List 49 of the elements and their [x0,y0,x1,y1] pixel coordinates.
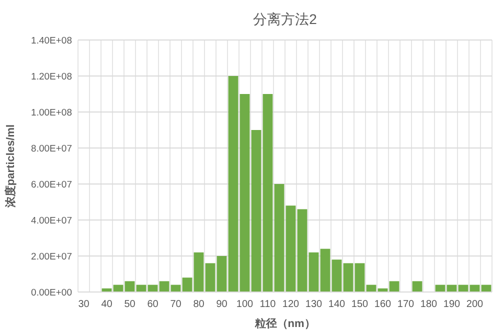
x-tick-label: 150 [351,299,369,310]
bar [274,184,284,292]
x-tick-label: 60 [147,299,159,310]
x-tick-label: 70 [170,299,182,310]
bar [182,278,192,292]
bar [205,263,216,292]
x-tick-label: 160 [374,299,392,310]
x-tick-label: 200 [466,299,484,310]
bar [332,260,342,292]
chart-title: 分离方法2 [253,11,318,27]
x-tick-label: 180 [420,299,438,310]
y-tick-label: 8.00E+07 [31,144,72,154]
x-tick-label: 130 [305,299,323,310]
bar [216,256,227,292]
x-tick-label: 120 [282,299,300,310]
x-tick-label: 40 [101,299,113,310]
y-axis-title: 浓度particles/ml [4,124,17,209]
x-tick-label: 90 [216,299,228,310]
bar [124,281,135,292]
x-tick-label: 100 [236,299,254,310]
y-tick-label: 1.20E+08 [31,72,72,82]
x-tick-label: 140 [328,299,346,310]
bar [251,130,262,292]
bar [194,252,204,292]
x-tick-label: 80 [193,299,205,310]
x-tick-label: 30 [78,299,90,310]
x-tick-label: 110 [260,299,276,310]
y-tick-label: 1.40E+08 [31,36,72,46]
y-tick-label: 0.00E+00 [31,288,72,298]
y-tick-label: 6.00E+07 [31,180,72,190]
bar [412,281,422,292]
bar [286,206,296,292]
x-axis-title: 粒径（nm） [254,317,316,330]
x-tick-label: 190 [443,299,461,310]
bar [297,209,308,292]
bar [228,76,238,292]
bar [159,281,170,292]
y-tick-label: 1.00E+08 [31,108,72,118]
bar [240,94,250,292]
bar [343,263,354,292]
x-tick-label: 170 [397,299,415,310]
bar [308,252,319,292]
x-tick-label: 50 [124,299,136,310]
y-tick-label: 4.00E+07 [31,216,72,226]
y-tick-label: 2.00E+07 [31,252,72,262]
bar [262,94,273,292]
bar [320,248,330,292]
bar [389,281,400,292]
bar [354,263,365,292]
